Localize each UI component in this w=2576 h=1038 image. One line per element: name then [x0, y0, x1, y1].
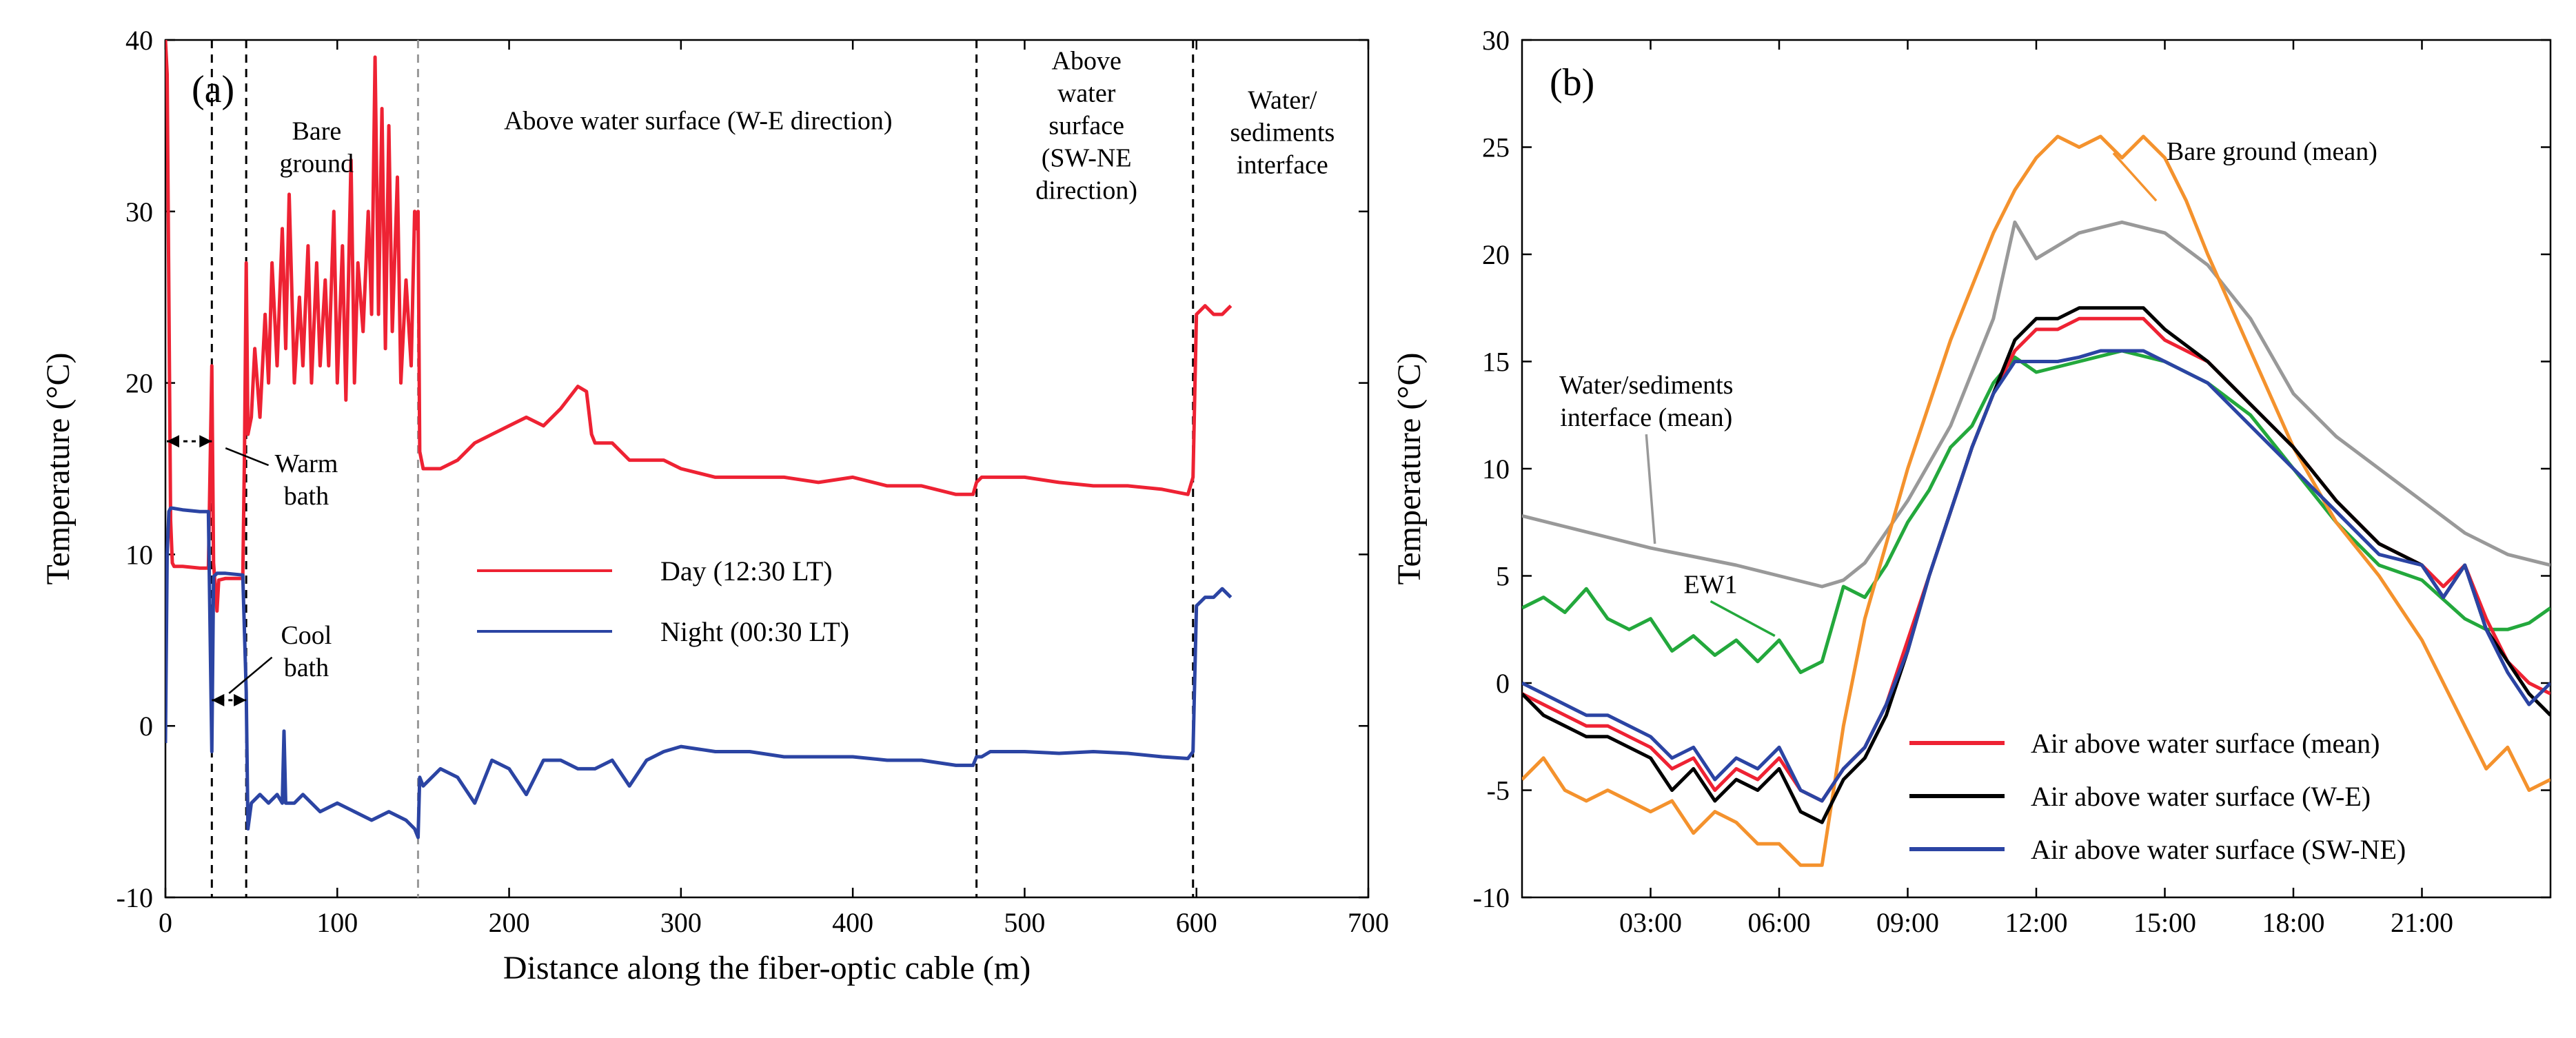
legend-label: Night (00:30 LT)	[660, 616, 849, 647]
y-tick-label: 30	[125, 196, 153, 227]
x-tick-label: 12:00	[2005, 907, 2067, 938]
annotation-text: Bare ground (mean)	[2167, 137, 2377, 166]
y-tick-label: 25	[1482, 132, 1510, 163]
series-line-night-00-30-lt-	[165, 506, 1233, 839]
legend-label: Air above water surface (SW-NE)	[2031, 834, 2406, 865]
x-tick-label: 600	[1176, 907, 1217, 938]
y-tick-label: 30	[1482, 25, 1510, 56]
plot-frame	[1521, 39, 2552, 899]
annotation-text: (SW-NE	[1042, 143, 1132, 172]
annotation-text: ground	[280, 149, 354, 178]
annotation-text: interface	[1237, 151, 1328, 180]
annotation-pointer	[1710, 600, 1776, 638]
warm-bath-leader	[225, 447, 270, 467]
arrowhead-right	[199, 435, 212, 448]
series-line-bare-ground-mean-	[1522, 134, 2550, 867]
x-tick-label: 18:00	[2262, 907, 2324, 938]
series-line-ew1	[1522, 349, 2550, 674]
annotation-text: bath	[284, 653, 329, 682]
x-tick-label: 300	[660, 907, 702, 938]
annotation-text: Above	[1052, 46, 1122, 75]
x-tick-label: 0	[159, 907, 172, 938]
annotation-text: interface (mean)	[1560, 403, 1732, 432]
y-tick-label: 10	[1482, 454, 1510, 485]
series-line-water-sediments-interface-mean-	[1522, 220, 2550, 589]
y-tick-label: 40	[125, 25, 153, 56]
x-tick-label: 500	[1004, 907, 1045, 938]
arrowhead-left	[167, 435, 179, 448]
x-tick-label: 100	[316, 907, 358, 938]
series-line-day-12-30-lt-	[165, 40, 1233, 613]
legend-label: Day (12:30 LT)	[660, 556, 833, 587]
annotation-text: Water/	[1248, 86, 1317, 115]
annotation-text: Warm	[274, 449, 338, 478]
cool-bath-leader	[228, 656, 273, 694]
annotation-text: water	[1057, 79, 1116, 108]
annotation-text: Cool	[281, 621, 332, 650]
x-tick-label: 21:00	[2391, 907, 2453, 938]
arrowhead-right	[234, 693, 247, 706]
y-axis-label: Temperature (°C)	[40, 352, 77, 584]
x-tick-label: 700	[1348, 907, 1389, 938]
x-tick-label: 400	[832, 907, 873, 938]
x-tick-label: 09:00	[1876, 907, 1939, 938]
annotation-pointer	[1645, 434, 1656, 544]
legend-label: Air above water surface (mean)	[2031, 728, 2380, 759]
annotation-text: EW1	[1683, 570, 1737, 599]
y-tick-label: 20	[125, 368, 153, 399]
annotation-text: Water/sediments	[1559, 371, 1733, 400]
y-tick-label: 10	[125, 539, 153, 570]
y-tick-label: 0	[139, 711, 153, 742]
x-tick-label: 06:00	[1747, 907, 1810, 938]
y-tick-label: 5	[1496, 561, 1510, 592]
y-axis-label: Temperature (°C)	[1391, 352, 1428, 584]
annotation-text: Above water surface (W-E direction)	[504, 106, 892, 135]
annotation-text: sediments	[1230, 119, 1335, 147]
y-tick-label: -5	[1487, 775, 1510, 806]
annotation-pointer	[2112, 152, 2158, 202]
y-tick-label: 20	[1482, 239, 1510, 270]
y-tick-label: 15	[1482, 347, 1510, 378]
panel-a: 0 100 200 300 400 500 600 700-10010203040Distan…	[40, 25, 1389, 986]
plot-frame	[164, 39, 1370, 899]
arrowhead-left	[212, 693, 225, 706]
y-tick-label: 0	[1496, 668, 1510, 699]
x-tick-label: 200	[489, 907, 530, 938]
legend-label: Air above water surface (W-E)	[2031, 781, 2371, 812]
x-tick-label: 03:00	[1619, 907, 1682, 938]
annotation-text: bath	[284, 482, 329, 511]
annotation-text: direction)	[1035, 176, 1137, 205]
y-tick-label: -10	[1473, 882, 1510, 913]
panel-label: (b)	[1550, 61, 1594, 104]
panel-b: 03:00 06:00 09:00 12:00 15:00 18:00 21:00 -10 -5…	[1391, 25, 2552, 938]
x-tick-label: 15:00	[2133, 907, 2196, 938]
series-line-air-above-water-surface-sw-ne-	[1522, 349, 2550, 803]
panel-label: (a)	[192, 68, 234, 111]
y-tick-label: -10	[116, 882, 153, 913]
annotation-text: Bare	[292, 116, 342, 145]
annotation-text: surface	[1048, 111, 1124, 140]
x-axis-label: Distance along the fiber-optic cable (m)	[503, 950, 1031, 986]
